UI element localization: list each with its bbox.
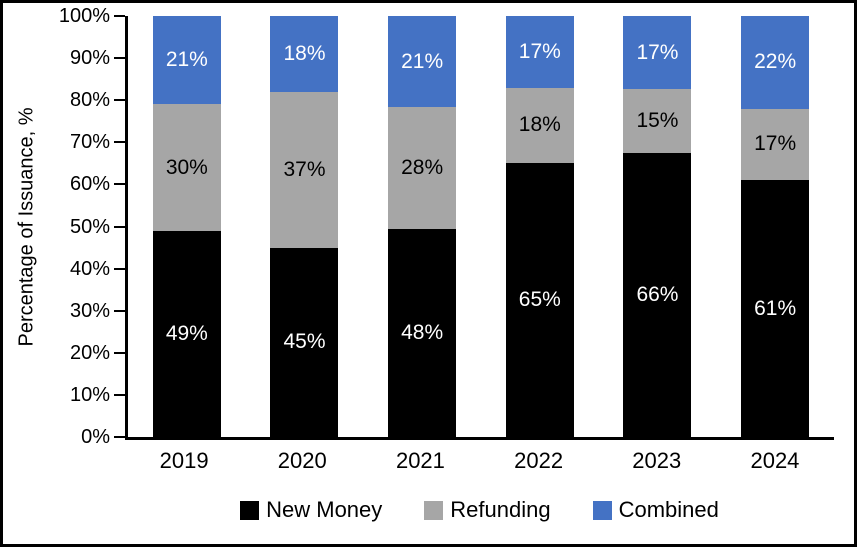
y-tick-mark [114,141,125,144]
legend: New Money Refunding Combined [125,497,834,523]
segment-refunding-2019: 30% [152,104,221,231]
y-tick-mark [114,351,125,354]
y-tick-mark [114,267,125,270]
segment-label: 45% [283,330,326,354]
y-tick-label: 60% [69,173,110,196]
bar-2020: 18% 37% 45% [270,16,339,437]
segment-combined-2024: 22% [741,16,810,109]
legend-label: Refunding [450,497,551,522]
segment-refunding-2024: 17% [741,108,810,181]
y-tick-label: 90% [69,47,110,70]
bar-2021: 21% 28% 48% [388,16,457,437]
segment-new-money-2022: 65% [505,163,574,437]
y-tick-mark [114,225,125,228]
y-tick-label: 80% [69,89,110,112]
legend-swatch-new-money [240,500,260,520]
x-label-2022: 2022 [514,448,564,473]
y-tick-mark [114,183,125,186]
segment-combined-2019: 21% [152,16,221,105]
legend-swatch-refunding [424,500,444,520]
x-label-2019: 2019 [159,448,209,473]
segment-label: 66% [636,283,679,307]
y-tick-label: 30% [69,299,110,322]
y-tick-mark [114,309,125,312]
y-tick-label: 0% [81,426,110,448]
bar-2023: 17% 15% 66% [623,16,692,437]
segment-new-money-2019: 49% [152,230,221,437]
segment-label: 18% [518,113,561,137]
segment-label: 17% [754,132,797,156]
y-tick-mark [114,99,125,102]
segment-label: 15% [636,109,679,133]
segment-label: 65% [518,288,561,312]
legend-item-combined: Combined [592,497,719,523]
y-tick-label: 70% [69,131,110,154]
legend-item-refunding: Refunding [424,497,551,523]
segment-new-money-2021: 48% [388,228,457,437]
y-tick-mark [114,436,125,438]
segment-combined-2020: 18% [270,16,339,92]
y-tick-label: 40% [69,257,110,280]
legend-item-new-money: New Money [240,497,382,523]
segment-label: 22% [754,50,797,74]
x-label-2021: 2021 [395,448,445,473]
y-tick-label: 20% [69,341,110,364]
segment-label: 18% [283,41,326,65]
plot-area: 21% 30% 49% 18% 37% 45% 21% 28% 48% 17% 18% 65% 17% 1… [125,16,834,440]
y-tick-label: 50% [69,215,110,238]
y-tick-label: 10% [69,383,110,406]
segment-label: 28% [401,155,444,179]
segment-label: 21% [401,49,444,73]
segment-label: 48% [401,320,444,344]
segment-combined-2021: 21% [388,16,457,108]
segment-label: 21% [165,48,208,72]
legend-label: New Money [266,497,383,522]
segment-new-money-2023: 66% [623,153,692,437]
legend-label: Combined [618,497,719,522]
segment-refunding-2020: 37% [270,91,339,248]
segment-label: 30% [165,155,208,179]
segment-refunding-2023: 15% [623,89,692,154]
segment-label: 49% [165,321,208,345]
segment-refunding-2021: 28% [388,107,457,229]
bar-2022: 17% 18% 65% [505,16,574,437]
x-axis-labels: 2019 2020 2021 2022 2023 2024 [125,448,834,474]
bar-2019: 21% 30% 49% [152,16,221,437]
segment-label: 37% [283,157,326,181]
y-tick-mark [114,57,125,60]
x-label-2023: 2023 [632,448,682,473]
segment-refunding-2022: 18% [505,87,574,164]
segment-combined-2023: 17% [623,16,692,90]
x-label-2020: 2020 [277,448,327,473]
segment-label: 61% [754,296,797,320]
legend-swatch-combined [592,500,612,520]
y-tick-label: 100% [58,5,110,27]
segment-label: 17% [636,40,679,64]
segment-new-money-2024: 61% [741,180,810,437]
segment-combined-2022: 17% [505,16,574,88]
y-tick-mark [114,15,125,17]
bar-2024: 22% 17% 61% [741,16,810,437]
segment-label: 17% [518,39,561,63]
y-tick-mark [114,393,125,396]
segment-new-money-2020: 45% [270,247,339,437]
x-label-2024: 2024 [750,448,800,473]
